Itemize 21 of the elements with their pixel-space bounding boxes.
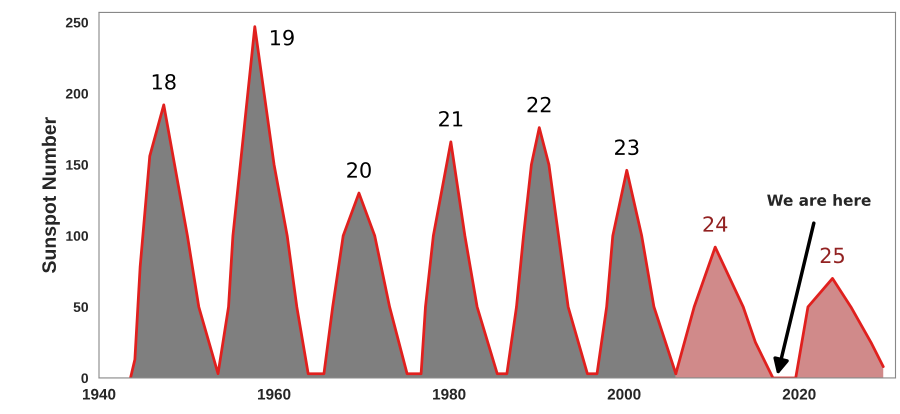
annotation: 18 — [152, 74, 176, 90]
x-tick-label: 1960 — [258, 388, 290, 400]
y-tick-label: 150 — [66, 160, 88, 170]
annotation: 24 — [703, 216, 728, 232]
annotation: 25 — [820, 248, 844, 264]
x-tick-label: 1940 — [82, 388, 116, 400]
annotation: 22 — [528, 96, 550, 112]
y-tick-label: 250 — [66, 18, 88, 28]
annotation: 21 — [439, 110, 462, 126]
annotation: 20 — [347, 162, 371, 178]
y-tick-label: 100 — [66, 231, 88, 241]
annotation: 19 — [270, 30, 294, 46]
annotation: 23 — [615, 139, 638, 156]
x-tick-label: 2000 — [608, 388, 641, 400]
y-axis-title: Sunspot Number — [42, 117, 60, 273]
y-tick-label: 200 — [66, 88, 88, 99]
annotation: We are here — [767, 194, 871, 206]
y-tick-label: 0 — [81, 373, 88, 384]
y-tick-label: 50 — [74, 302, 88, 312]
x-tick-label: 2020 — [782, 388, 816, 400]
x-tick-label: 1980 — [433, 388, 466, 400]
